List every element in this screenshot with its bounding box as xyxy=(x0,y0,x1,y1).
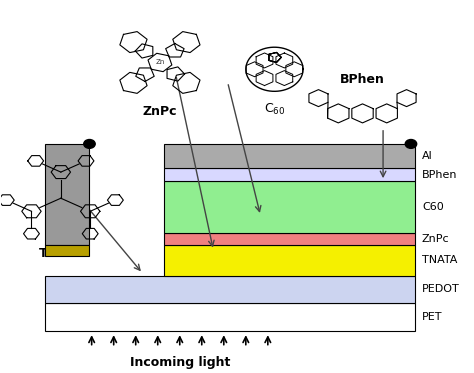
Text: Al: Al xyxy=(422,151,433,161)
Text: TNATA: TNATA xyxy=(422,255,457,265)
Text: ZnPc: ZnPc xyxy=(143,105,177,118)
FancyBboxPatch shape xyxy=(164,233,415,245)
FancyBboxPatch shape xyxy=(46,303,415,330)
Text: C60: C60 xyxy=(422,202,444,211)
Text: ZnPc: ZnPc xyxy=(422,234,450,244)
Text: Zn: Zn xyxy=(155,59,164,65)
Text: C$_{60}$: C$_{60}$ xyxy=(264,101,285,117)
Text: Incoming light: Incoming light xyxy=(129,356,230,369)
FancyBboxPatch shape xyxy=(46,276,415,303)
FancyBboxPatch shape xyxy=(46,245,90,256)
FancyBboxPatch shape xyxy=(164,144,415,168)
Text: PEDOT: PEDOT xyxy=(422,284,460,294)
Text: TNATA: TNATA xyxy=(38,247,83,260)
Text: PET: PET xyxy=(422,312,442,322)
FancyBboxPatch shape xyxy=(164,181,415,233)
FancyBboxPatch shape xyxy=(164,168,415,181)
Circle shape xyxy=(84,140,95,148)
Text: BPhen: BPhen xyxy=(422,169,457,179)
FancyBboxPatch shape xyxy=(46,144,90,245)
Circle shape xyxy=(405,140,417,148)
Text: BPhen: BPhen xyxy=(340,73,385,85)
FancyBboxPatch shape xyxy=(164,245,415,276)
